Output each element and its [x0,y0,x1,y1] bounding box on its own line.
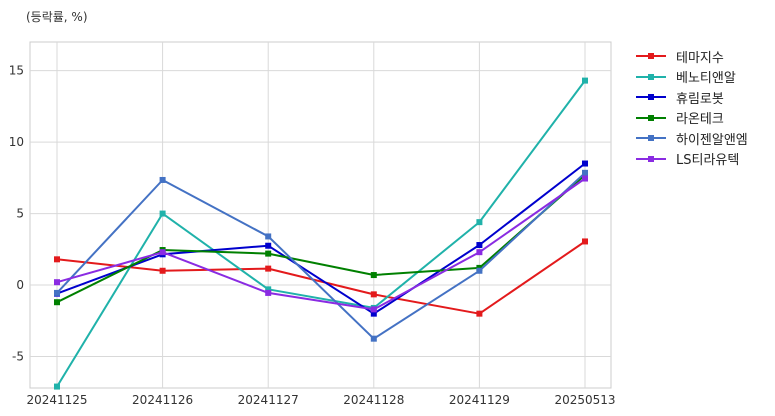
data-point [159,249,166,256]
grid-lines [30,42,611,388]
data-point [159,176,166,183]
x-tick-label: 20241125 [26,393,87,407]
data-point [370,272,377,279]
legend-swatch-marker [648,135,654,142]
series-line [56,162,586,315]
legend-swatch [636,71,666,83]
data-point [54,256,60,263]
series-line [56,240,586,315]
y-tick-label: 5 [16,207,24,221]
data-point [54,289,60,296]
y-tick-label: 10 [9,135,24,149]
data-point [265,233,272,240]
data-point [582,77,588,84]
data-point [476,219,483,226]
data-point [476,242,483,249]
legend-label: 베노티앤알 [676,71,736,87]
data-point [582,175,588,182]
data-point [159,267,166,274]
x-tick-label: 20241126 [132,393,193,407]
data-point [582,238,588,245]
legend-label: 하이젠알앤엠 [676,132,748,148]
data-point [54,383,60,390]
legend-swatch-marker [648,114,654,121]
legend-swatch-marker [648,94,654,101]
legend-item[interactable]: LS티라유텍 [636,149,748,170]
legend-item[interactable]: 테마지수 [636,46,748,67]
legend-swatch-marker [648,53,654,60]
y-tick-label: -5 [12,350,24,364]
data-point [159,210,166,217]
legend-swatch-marker [648,155,654,162]
data-point [265,242,272,249]
data-point [476,267,483,274]
legend-swatch [636,153,666,165]
legend-label: 라온테크 [676,112,724,128]
legend-item[interactable]: 하이젠알앤엠 [636,128,748,149]
legend-label: LS티라유텍 [676,153,740,169]
series-line [56,177,586,311]
data-point [370,306,377,313]
data-point [265,286,272,293]
legend-item[interactable]: 라온테크 [636,108,748,129]
legend-swatch [636,112,666,124]
data-point [54,299,60,306]
x-tick-label: 20241127 [238,393,299,407]
data-point [476,310,483,317]
data-point [582,160,588,167]
y-tick-label: 0 [16,278,24,292]
plot-area-frame [29,41,612,389]
data-point [476,249,483,256]
data-point [265,289,272,296]
series-lines [54,77,588,390]
series-line [56,174,586,304]
series-line [56,172,586,340]
y-axis-unit-label: (등락률, %) [26,10,88,24]
x-tick-label: 20250513 [554,393,615,407]
legend-swatch [636,132,666,144]
legend-swatch [636,50,666,62]
y-axis-ticks: -5 0 5 10 15 [9,64,24,364]
data-point [265,265,272,272]
x-tick-label: 20241129 [449,393,510,407]
data-point [370,335,377,342]
x-axis-ticks: 20241125 20241126 20241127 20241128 20241129… [26,393,615,407]
data-point [582,169,588,176]
legend-swatch [636,91,666,103]
legend-item[interactable]: 베노티앤알 [636,67,748,88]
data-point [54,279,60,286]
legend-label: 휴림로봇 [676,91,724,107]
series-line [56,80,586,388]
legend-swatch-marker [648,73,654,80]
legend-item[interactable]: 휴림로봇 [636,87,748,108]
y-tick-label: 15 [9,64,24,78]
data-point [265,250,272,257]
data-point [370,291,377,298]
legend-label: 테마지수 [676,50,724,66]
data-point [370,310,377,317]
x-tick-label: 20241128 [343,393,404,407]
